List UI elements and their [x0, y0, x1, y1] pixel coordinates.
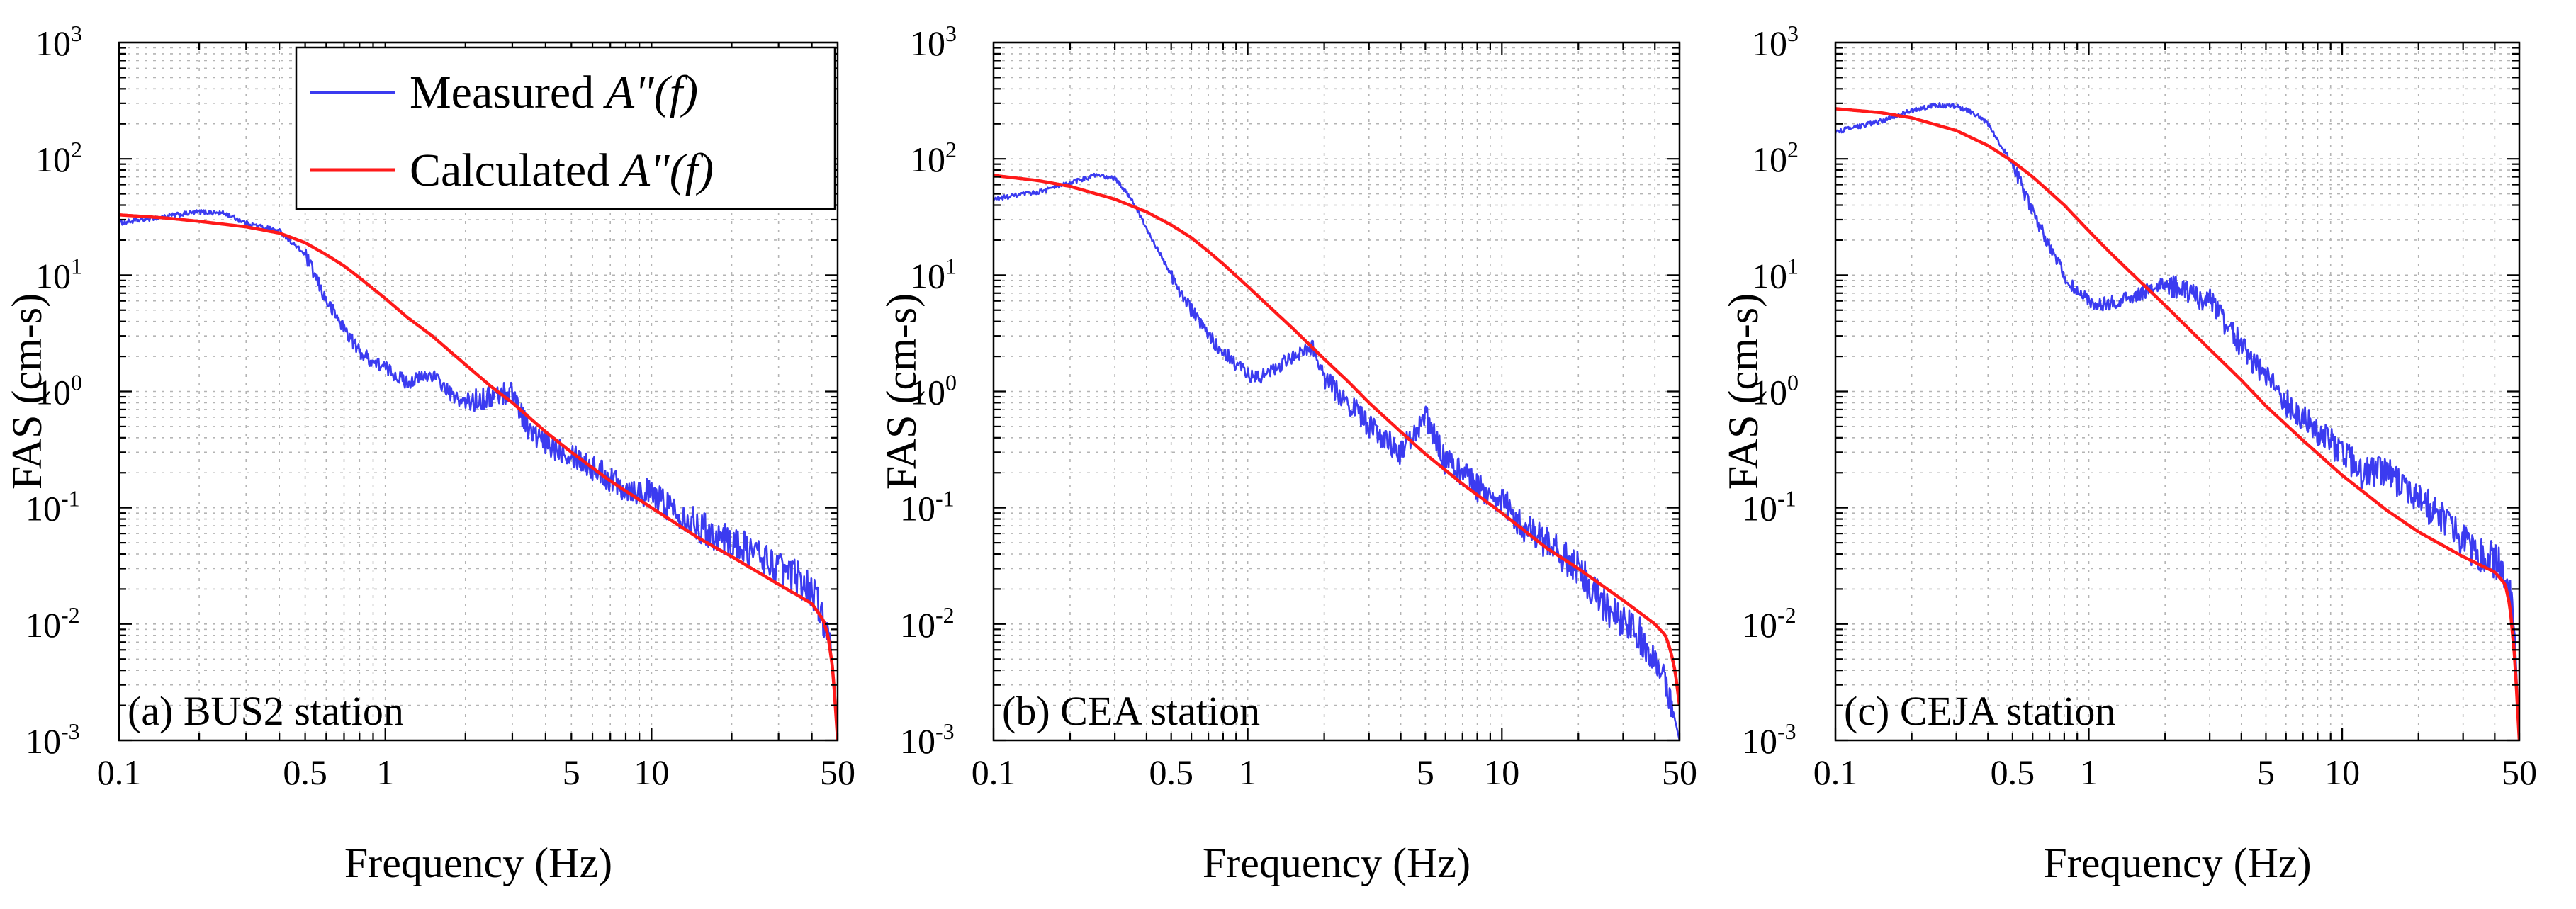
- y-tick-label: 101: [35, 253, 82, 295]
- y-tick-label: 10-3: [26, 718, 80, 761]
- y-tick-label: 10-1: [900, 486, 955, 529]
- legend-label-calculated: Calculated A"(f): [410, 145, 714, 196]
- x-tick-label: 1: [1239, 752, 1256, 792]
- x-tick-label: 50: [2502, 752, 2537, 792]
- x-tick-label: 10: [1484, 752, 1519, 792]
- x-tick-label: 50: [1662, 752, 1697, 792]
- x-tick-label: 0.1: [97, 752, 142, 792]
- y-tick-label: 10-1: [26, 486, 80, 529]
- ticks: [1834, 41, 2521, 742]
- y-tick-label: 102: [1752, 137, 1799, 179]
- y-axis-label: FAS (cm-s): [1720, 293, 1767, 490]
- y-tick-label: 103: [910, 21, 957, 63]
- y-tick-label: 10-3: [900, 718, 955, 761]
- panel-label: (b) CEA station: [1002, 688, 1260, 734]
- grid: [993, 43, 1680, 741]
- x-tick-label: 5: [563, 752, 580, 792]
- y-tick-label: 10-2: [900, 602, 955, 645]
- y-tick-label: 10-2: [1742, 602, 1796, 645]
- y-tick-label: 10-3: [1742, 718, 1796, 761]
- series-calculated-line: [119, 213, 838, 740]
- x-tick-label: 0.1: [1813, 752, 1858, 792]
- x-axis-label: Frequency (Hz): [344, 840, 612, 886]
- x-axis-label: Frequency (Hz): [1203, 840, 1470, 886]
- panel-b: 0.1 0.5 1 5 10 50 10-3 10-2 10-1 100 101 102 103 Freq…: [878, 21, 1697, 886]
- y-tick-label: 101: [1752, 253, 1799, 295]
- panel-label: (a) BUS2 station: [128, 688, 404, 734]
- ticks: [992, 41, 1681, 742]
- y-axis-label: FAS (cm-s): [878, 293, 925, 490]
- y-tick-label: 103: [1752, 21, 1799, 63]
- legend-label-measured: Measured A"(f): [410, 67, 698, 118]
- series-group: [1835, 102, 2519, 740]
- y-tick-label: 103: [35, 21, 82, 63]
- grid: [1835, 43, 2520, 741]
- y-tick-label: 100: [1752, 370, 1799, 412]
- legend: Measured A"(f) Calculated A"(f): [295, 46, 836, 210]
- x-tick-label: 5: [1417, 752, 1434, 792]
- panel-c: 0.1 0.5 1 5 10 50 10-3 10-2 10-1 100 101 102 103 Freq…: [1720, 21, 2537, 886]
- x-tick-label: 0.5: [1991, 752, 2035, 792]
- series-calculated-line: [1835, 107, 2519, 740]
- y-tick-label: 102: [35, 137, 82, 179]
- x-tick-label: 10: [634, 752, 669, 792]
- series-group: [994, 172, 1680, 740]
- x-tick-label: 0.1: [972, 752, 1016, 792]
- x-tick-label: 50: [820, 752, 855, 792]
- series-group: [119, 209, 838, 740]
- series-measured-line: [119, 209, 838, 740]
- legend-box: [295, 46, 836, 210]
- y-tick-label: 101: [910, 253, 957, 295]
- x-tick-label: 1: [2080, 752, 2098, 792]
- y-tick-label: 100: [910, 370, 957, 412]
- x-tick-label: 0.5: [1149, 752, 1193, 792]
- x-tick-label: 5: [2257, 752, 2275, 792]
- x-axis-label: Frequency (Hz): [2043, 840, 2311, 886]
- series-calculated-line: [994, 174, 1680, 706]
- x-tick-label: 10: [2324, 752, 2360, 792]
- x-tick-label: 0.5: [283, 752, 327, 792]
- series-measured-line: [1835, 102, 2519, 740]
- y-tick-label: 102: [910, 137, 957, 179]
- y-tick-label: 100: [35, 370, 82, 412]
- panel-label: (c) CEJA station: [1844, 688, 2115, 734]
- y-tick-label: 10-1: [1742, 486, 1796, 529]
- x-tick-label: 1: [376, 752, 394, 792]
- y-axis-label: FAS (cm-s): [4, 293, 50, 490]
- y-tick-label: 10-2: [26, 602, 80, 645]
